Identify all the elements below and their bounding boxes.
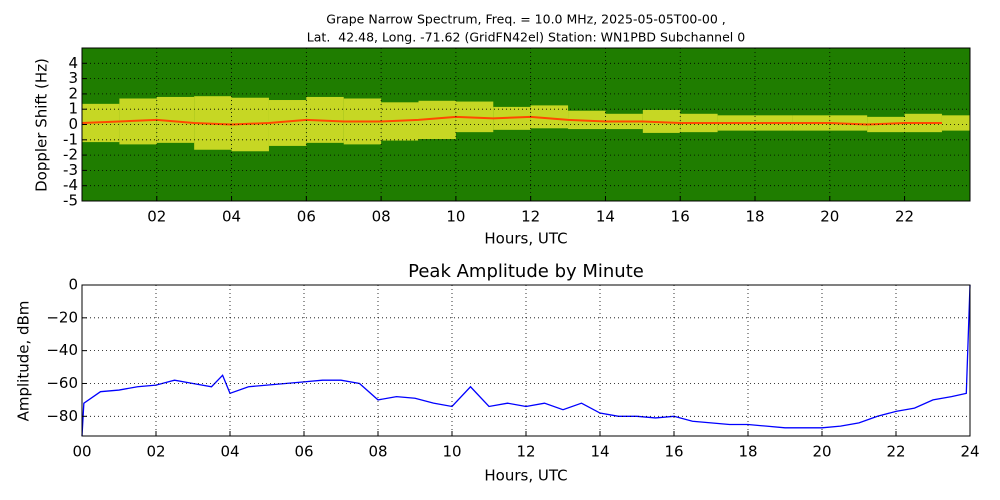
x-tick-label: 02 — [146, 443, 165, 461]
signal-band — [941, 115, 970, 131]
x-tick-label: 08 — [368, 443, 387, 461]
y-tick-label: 3 — [68, 69, 78, 87]
x-tick-label: 16 — [671, 208, 690, 226]
x-tick-label: 04 — [222, 208, 241, 226]
x-tick-label: 12 — [516, 443, 535, 461]
spectrogram-clip — [82, 96, 970, 152]
y-tick-label: 1 — [68, 100, 78, 118]
x-tick-label: 02 — [147, 208, 166, 226]
x-axis-label: Hours, UTC — [484, 467, 567, 485]
signal-band — [530, 105, 569, 129]
x-axis-label: Hours, UTC — [484, 230, 567, 248]
y-axis-label: Doppler Shift (Hz) — [33, 58, 51, 192]
doppler-trace — [82, 115, 942, 126]
y-tick-label: 0 — [68, 276, 78, 294]
plot-frame — [81, 284, 971, 437]
x-tick-label: 00 — [72, 443, 91, 461]
x-tick-label: 04 — [220, 443, 239, 461]
x-tick-label: 16 — [664, 443, 683, 461]
x-tick-label: 10 — [446, 208, 465, 226]
y-tick-label: -3 — [63, 161, 78, 179]
y-tick-label: -5 — [63, 192, 78, 210]
x-tick-label: 22 — [886, 443, 905, 461]
chart-title: Peak Amplitude by Minute — [408, 261, 644, 282]
y-tick-label: −40 — [46, 341, 78, 359]
x-tick-label: 10 — [442, 443, 461, 461]
x-tick-label: 06 — [297, 208, 316, 226]
y-tick-label: −80 — [46, 407, 78, 425]
x-tick-label: 08 — [372, 208, 391, 226]
plot-frame — [81, 47, 971, 202]
amplitude-line — [81, 284, 971, 437]
x-tick-label: 14 — [590, 443, 609, 461]
x-tick-label: 18 — [745, 208, 764, 226]
y-tick-label: -4 — [63, 176, 78, 194]
x-tick-label: 20 — [820, 208, 839, 226]
x-tick-label: 24 — [960, 443, 979, 461]
chart-title: Grape Narrow Spectrum, Freq. = 10.0 MHz,… — [326, 12, 725, 27]
y-tick-label: −20 — [46, 308, 78, 326]
x-tick-label: 12 — [521, 208, 540, 226]
x-tick-label: 20 — [812, 443, 831, 461]
y-tick-label: 0 — [68, 115, 78, 133]
y-tick-label: -2 — [63, 146, 78, 164]
y-tick-label: -1 — [63, 130, 78, 148]
x-tick-label: 22 — [895, 208, 914, 226]
x-tick-label: 06 — [294, 443, 313, 461]
y-axis-label: Amplitude, dBm — [15, 301, 33, 422]
y-tick-label: 4 — [68, 54, 78, 72]
x-tick-label: 18 — [738, 443, 757, 461]
chart-subtitle: Lat. 42.48, Long. -71.62 (GridFN42el) St… — [307, 30, 745, 45]
x-tick-label: 14 — [596, 208, 615, 226]
y-tick-label: −60 — [46, 374, 78, 392]
y-tick-label: 2 — [68, 84, 78, 102]
